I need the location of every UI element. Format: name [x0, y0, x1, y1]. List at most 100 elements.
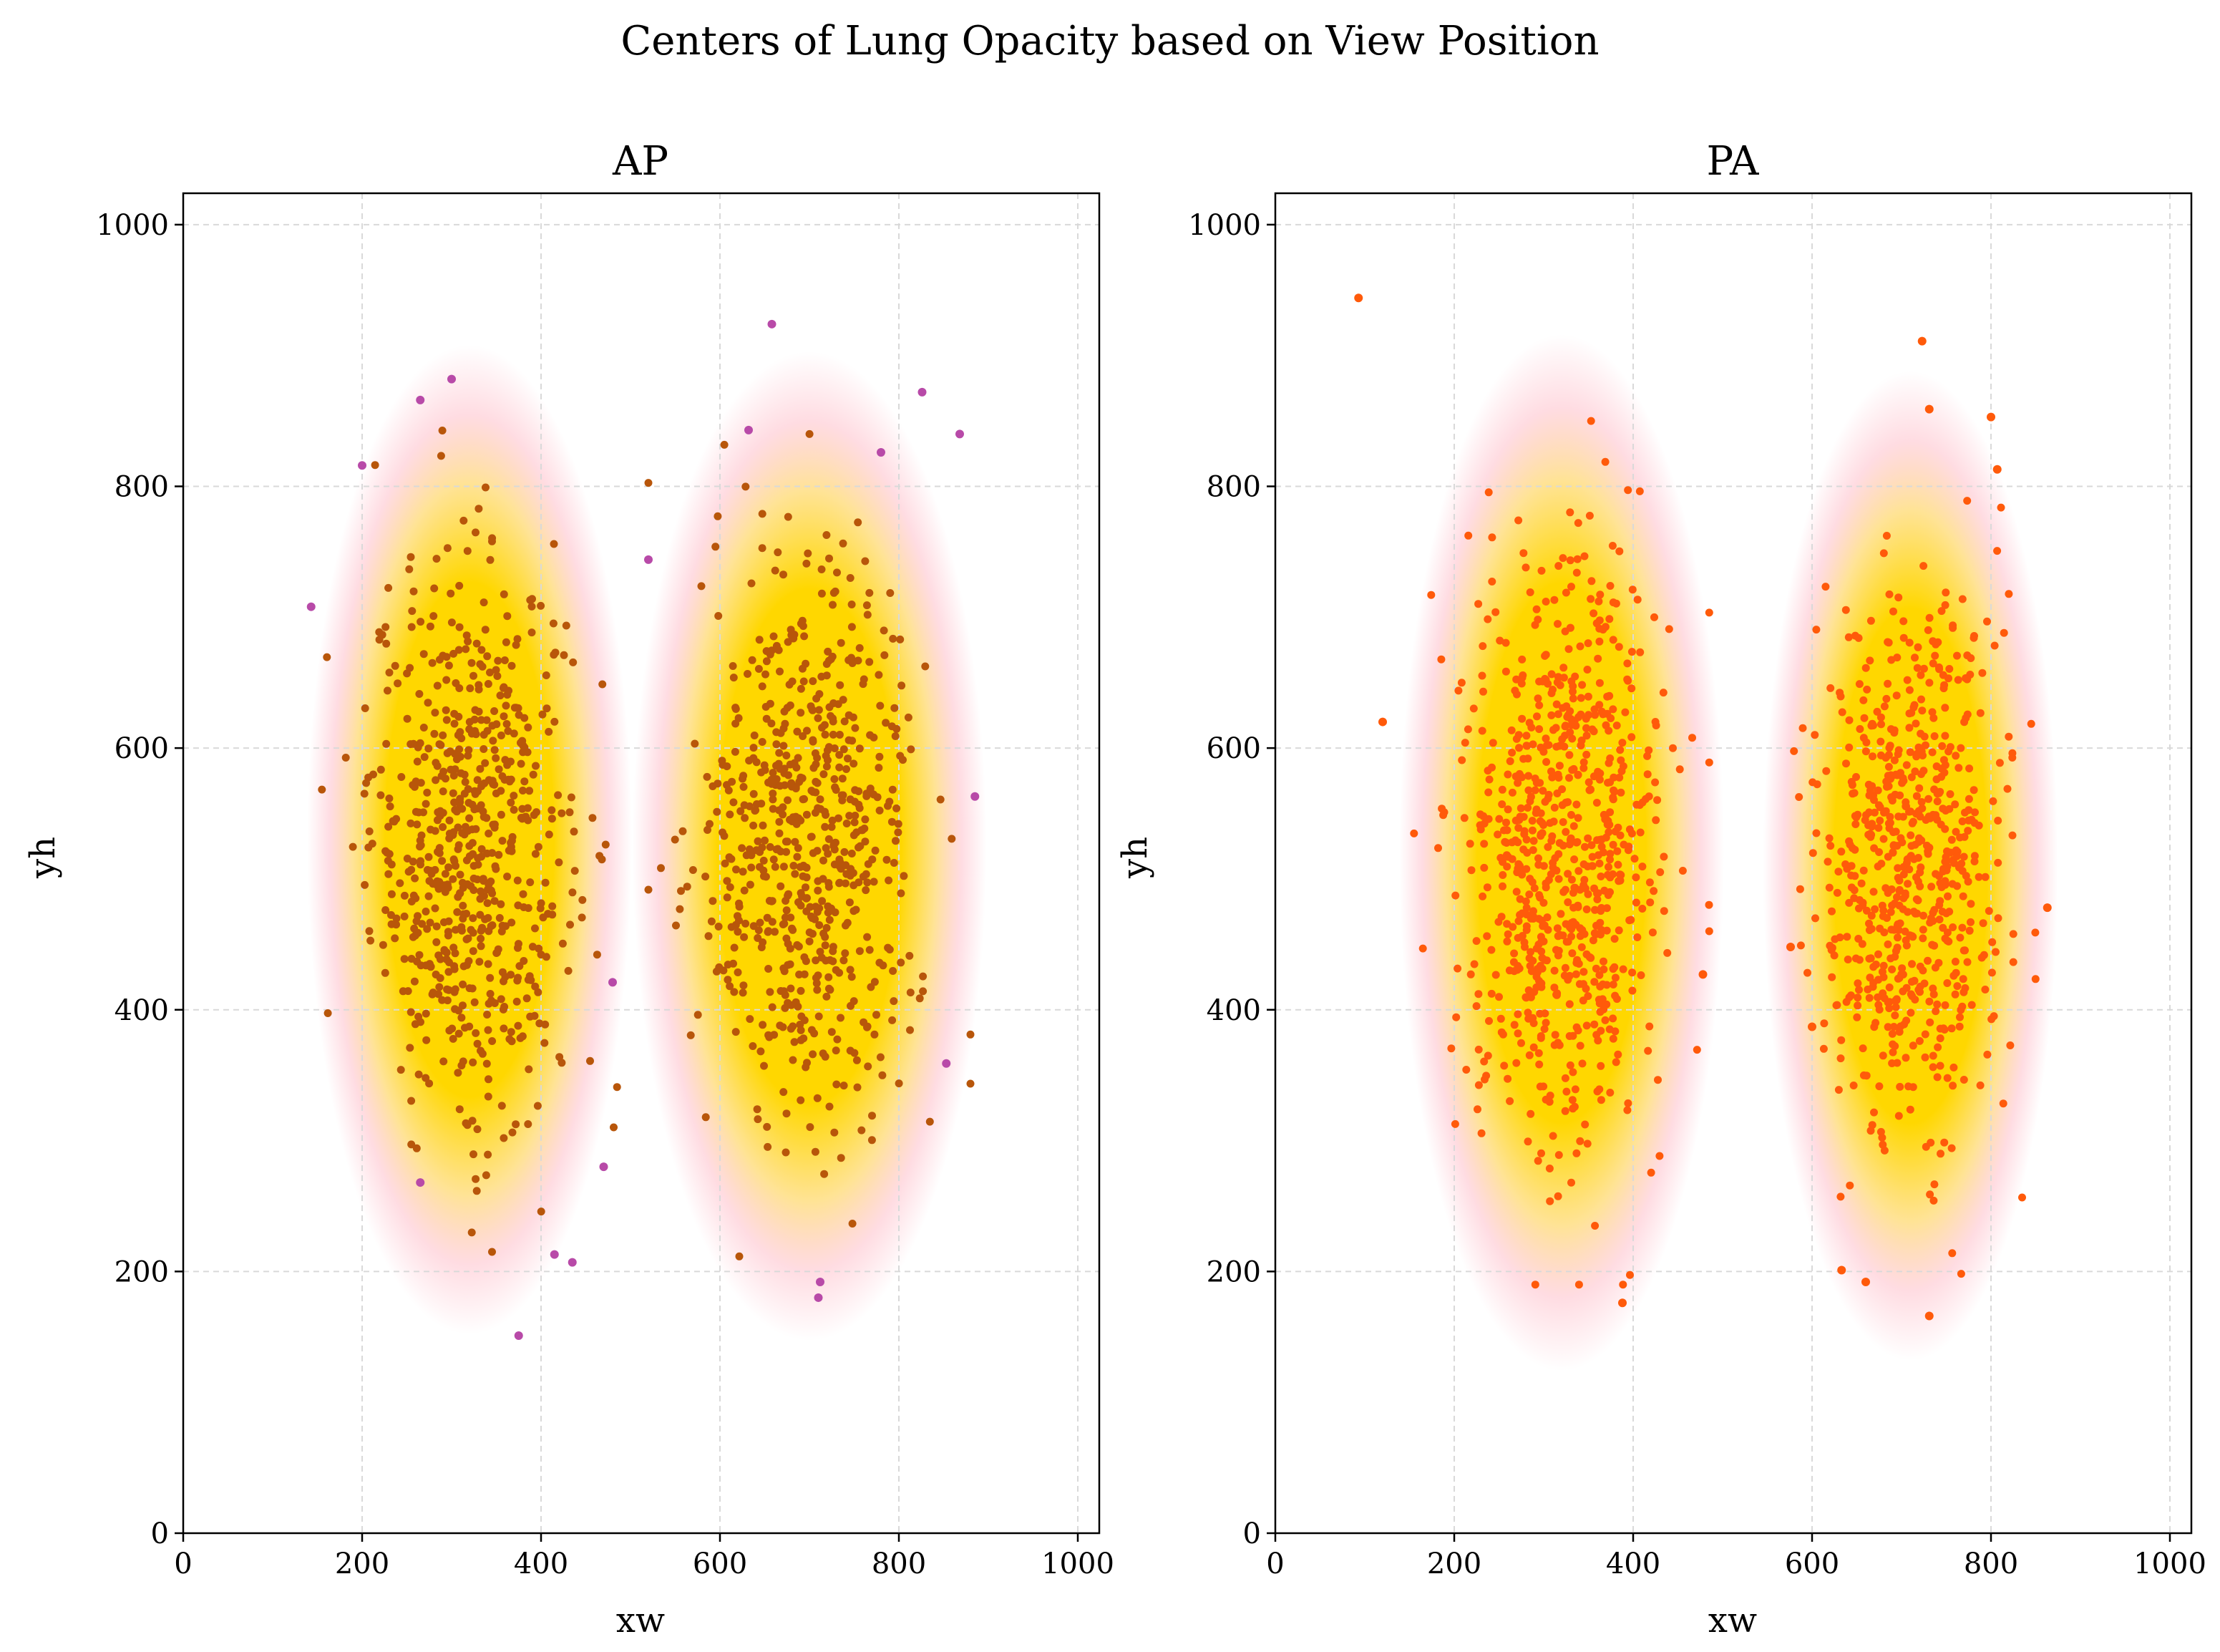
data-point	[1483, 932, 1491, 941]
data-point	[1983, 1050, 1992, 1059]
data-point	[793, 852, 802, 861]
data-point	[349, 842, 357, 851]
data-point	[821, 933, 829, 941]
data-point	[1912, 895, 1921, 903]
data-point	[1537, 979, 1546, 988]
data-point	[1920, 732, 1929, 741]
data-point	[1597, 707, 1606, 716]
data-point	[1652, 816, 1660, 825]
data-point	[444, 968, 453, 976]
data-point	[538, 710, 547, 719]
data-point	[500, 977, 507, 986]
data-point	[472, 1029, 480, 1037]
data-point	[431, 827, 439, 835]
data-point	[486, 555, 495, 564]
data-point	[496, 691, 505, 700]
data-point	[1605, 615, 1614, 623]
data-point	[892, 724, 901, 733]
data-point	[1907, 773, 1916, 782]
data-point	[1837, 847, 1846, 856]
data-point	[1643, 770, 1652, 779]
y-tick-label: 800	[1207, 471, 1261, 504]
data-point	[1879, 549, 1888, 558]
data-point	[464, 746, 473, 754]
y-tick-label: 600	[115, 732, 169, 765]
data-point	[416, 739, 424, 747]
data-point	[758, 738, 766, 746]
data-point	[469, 914, 477, 923]
x-tick-label: 200	[1427, 1547, 1481, 1580]
data-point	[409, 891, 418, 900]
data-point	[779, 1023, 787, 1031]
data-point	[412, 917, 421, 925]
data-point	[1595, 971, 1604, 979]
data-point	[1903, 676, 1912, 684]
data-point	[1514, 824, 1523, 832]
data-point	[1798, 724, 1807, 732]
data-point	[1616, 831, 1625, 840]
data-point	[1821, 583, 1830, 591]
data-point	[767, 897, 776, 905]
data-point	[1606, 1089, 1615, 1097]
data-point	[875, 752, 884, 761]
data-point	[1891, 1042, 1899, 1050]
data-point	[832, 1046, 840, 1055]
data-point	[1539, 862, 1548, 870]
data-point	[1892, 770, 1900, 779]
data-point	[1895, 885, 1904, 894]
data-point	[814, 1012, 823, 1021]
data-point	[1838, 708, 1846, 716]
data-point	[469, 671, 477, 680]
data-point	[693, 1011, 702, 1019]
data-point	[514, 973, 522, 982]
data-point	[863, 1023, 871, 1031]
data-point	[510, 792, 518, 800]
data-point	[450, 719, 459, 728]
data-point	[524, 1120, 532, 1128]
data-point	[503, 612, 512, 621]
data-point	[390, 817, 399, 826]
data-point	[1990, 641, 1999, 650]
data-point	[744, 670, 751, 678]
data-point	[849, 831, 858, 840]
data-point	[444, 986, 453, 994]
x-tick-label: 800	[872, 1547, 926, 1580]
data-point	[1524, 772, 1533, 780]
data-point	[1600, 810, 1608, 819]
data-point	[817, 953, 826, 962]
data-point	[1605, 1025, 1614, 1034]
data-point	[1514, 516, 1523, 525]
data-point	[1967, 918, 1975, 926]
data-point	[1899, 870, 1908, 879]
data-point	[895, 1079, 903, 1088]
data-point	[1889, 607, 1897, 616]
data-point	[1997, 503, 2005, 512]
data-point	[1478, 727, 1486, 735]
density-region	[632, 351, 987, 1341]
data-point	[549, 619, 558, 628]
data-point	[498, 837, 507, 845]
data-point	[1524, 1137, 1532, 1146]
data-point	[1967, 900, 1975, 908]
data-point	[1583, 1140, 1592, 1148]
data-point	[1518, 932, 1527, 940]
data-point	[465, 984, 474, 993]
data-point	[376, 765, 385, 774]
data-point	[756, 863, 764, 871]
data-point	[1958, 923, 1967, 932]
data-point	[1568, 766, 1577, 774]
data-point	[780, 967, 789, 976]
data-point	[1845, 743, 1854, 752]
data-point	[415, 690, 424, 698]
data-point	[1931, 963, 1939, 972]
data-point	[817, 589, 826, 598]
data-point	[1533, 712, 1541, 721]
data-point	[1874, 950, 1882, 958]
data-point	[463, 1121, 472, 1129]
data-point	[739, 868, 747, 876]
data-point	[741, 482, 750, 491]
data-point	[586, 1056, 594, 1065]
data-point	[495, 914, 504, 922]
data-point	[1571, 1085, 1579, 1094]
x-tick-label: 0	[174, 1547, 192, 1580]
